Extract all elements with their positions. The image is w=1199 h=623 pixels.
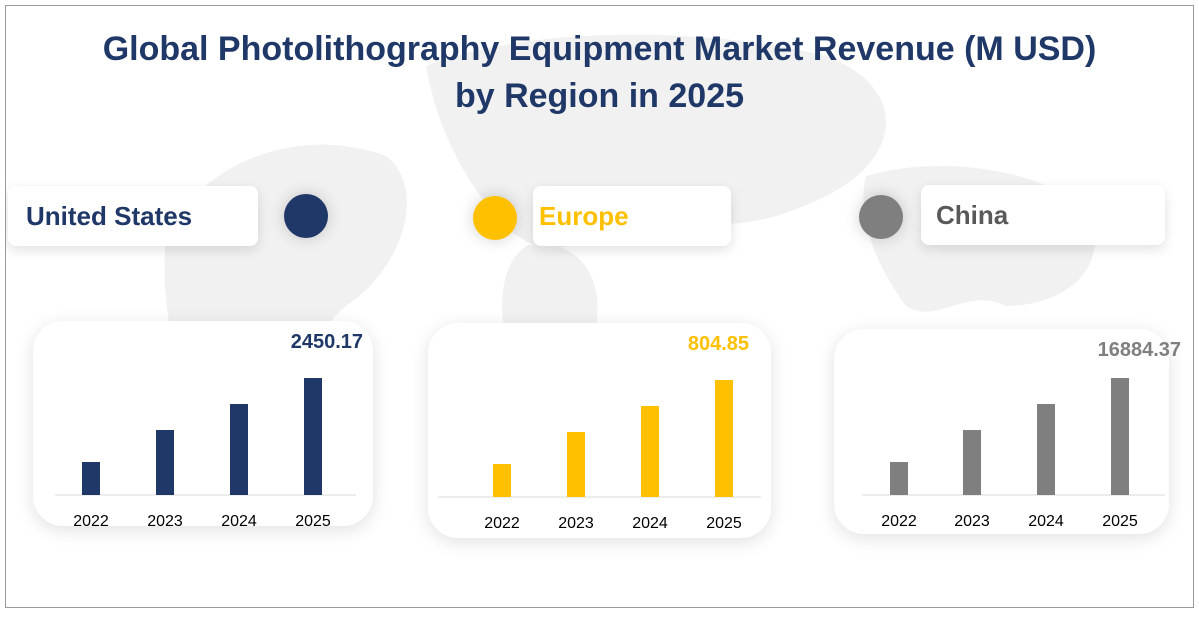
region-label-united-states: United States	[8, 186, 258, 246]
bar-2024	[641, 405, 659, 497]
chart-title: Global Photolithography Equipment Market…	[102, 30, 1097, 115]
region-label-europe: Europe	[533, 186, 731, 246]
bar-2025	[1111, 378, 1129, 495]
bar-2023	[567, 432, 585, 497]
bar-2025	[715, 380, 733, 497]
x-tick-label: 2024	[221, 513, 257, 526]
bar-chart-europe: 2022 2023 2024 2025	[438, 380, 761, 532]
bar-2023	[963, 430, 981, 495]
region-label-china: China	[921, 185, 1165, 245]
x-tick-label: 2023	[558, 515, 594, 532]
bar-2022	[890, 462, 908, 495]
bar-2024	[1037, 403, 1055, 495]
x-tick-label: 2025	[295, 513, 331, 526]
bar-2024	[230, 403, 248, 495]
chart-card-united-states: 2450.17 2022 2023 2024 2025	[33, 321, 373, 526]
x-tick-label: 2025	[706, 515, 742, 532]
x-tick-label: 2022	[73, 513, 109, 526]
x-tick-label: 2024	[1028, 513, 1064, 530]
bar-chart-united-states: 2022 2023 2024 2025	[55, 378, 356, 526]
chart-card-china: 16884.37 2022 2023 2024 2025	[834, 329, 1181, 534]
x-tick-label: 2022	[484, 515, 520, 532]
x-tick-label: 2024	[632, 515, 668, 532]
bar-2025	[304, 378, 322, 495]
value-label: 16884.37	[1097, 339, 1181, 361]
chart-card-europe: 804.85 2022 2023 2024 2025	[428, 323, 771, 538]
bar-2022	[82, 462, 100, 495]
bar-2022	[493, 464, 511, 497]
x-tick-label: 2025	[1102, 513, 1138, 530]
united-states-marker-dot	[284, 194, 328, 238]
x-tick-label: 2023	[147, 513, 183, 526]
x-tick-label: 2023	[954, 513, 990, 530]
x-tick-label: 2022	[881, 513, 917, 530]
bar-2023	[156, 430, 174, 495]
infographic: Global Photolithography Equipment Market…	[5, 5, 1194, 608]
value-label: 804.85	[687, 333, 749, 355]
value-label: 2450.17	[290, 331, 363, 353]
europe-marker-dot	[473, 196, 517, 240]
bar-chart-china: 2022 2023 2024 2025	[862, 378, 1165, 530]
china-marker-dot	[859, 195, 903, 239]
